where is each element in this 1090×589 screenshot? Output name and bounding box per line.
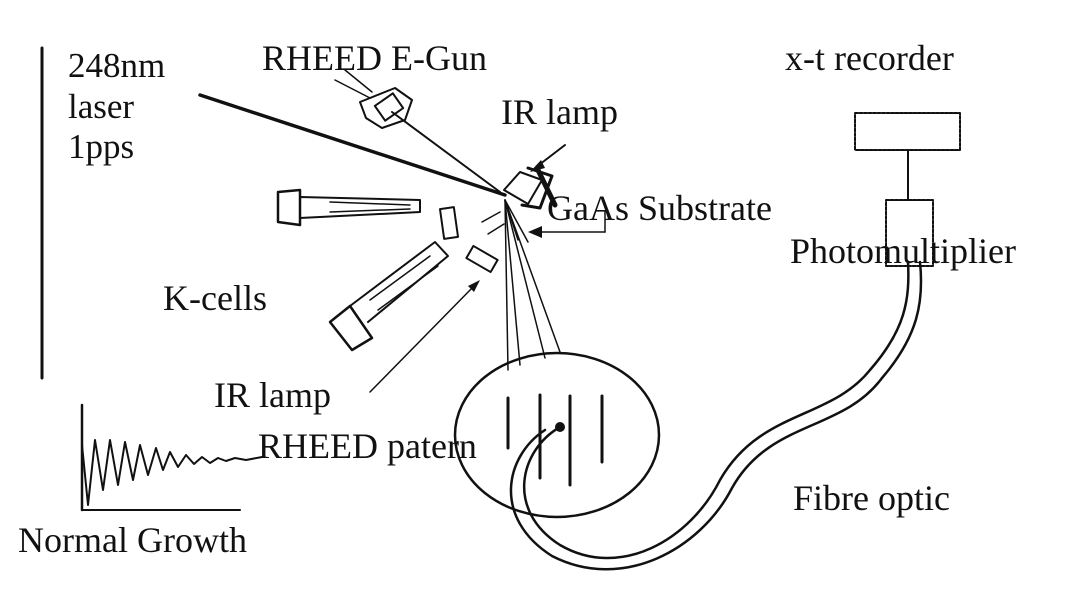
rheed-streaks bbox=[506, 393, 604, 487]
laser-wavelength: 248nm bbox=[68, 46, 166, 85]
k-cell-upper-icon bbox=[276, 188, 421, 227]
diffraction-lines bbox=[481, 199, 561, 371]
k-cell-lower-icon bbox=[328, 241, 449, 352]
recorder-box bbox=[854, 112, 961, 151]
photomultiplier-label: Photomultiplier bbox=[790, 231, 1017, 271]
kcells-label: K-cells bbox=[163, 278, 267, 318]
substrate-holder-icon bbox=[503, 166, 558, 210]
ir-lamp-top-label: IR lamp bbox=[501, 92, 618, 132]
rheed-pattern-label: RHEED patern bbox=[258, 426, 477, 466]
fibre-optic-cable bbox=[509, 260, 923, 571]
substrate-label: GaAs Substrate bbox=[547, 188, 772, 228]
laser-rate: 1pps bbox=[68, 127, 135, 167]
rheed-screen bbox=[453, 351, 661, 519]
laser-label: 248nm laser 1pps bbox=[68, 46, 165, 168]
fibre-optic-label: Fibre optic bbox=[793, 478, 950, 518]
photomultiplier-box bbox=[885, 199, 934, 267]
laser-type: laser bbox=[68, 86, 135, 126]
laser-beam bbox=[198, 93, 507, 197]
rheed-gun-label: RHEED E-Gun bbox=[262, 38, 487, 78]
rheed-beam bbox=[391, 111, 501, 193]
ir-lamp-bottom-label: IR lamp bbox=[214, 375, 331, 415]
growth-trace bbox=[80, 403, 263, 512]
normal-growth-label: Normal Growth bbox=[18, 520, 247, 560]
recorder-label: x-t recorder bbox=[785, 38, 954, 78]
